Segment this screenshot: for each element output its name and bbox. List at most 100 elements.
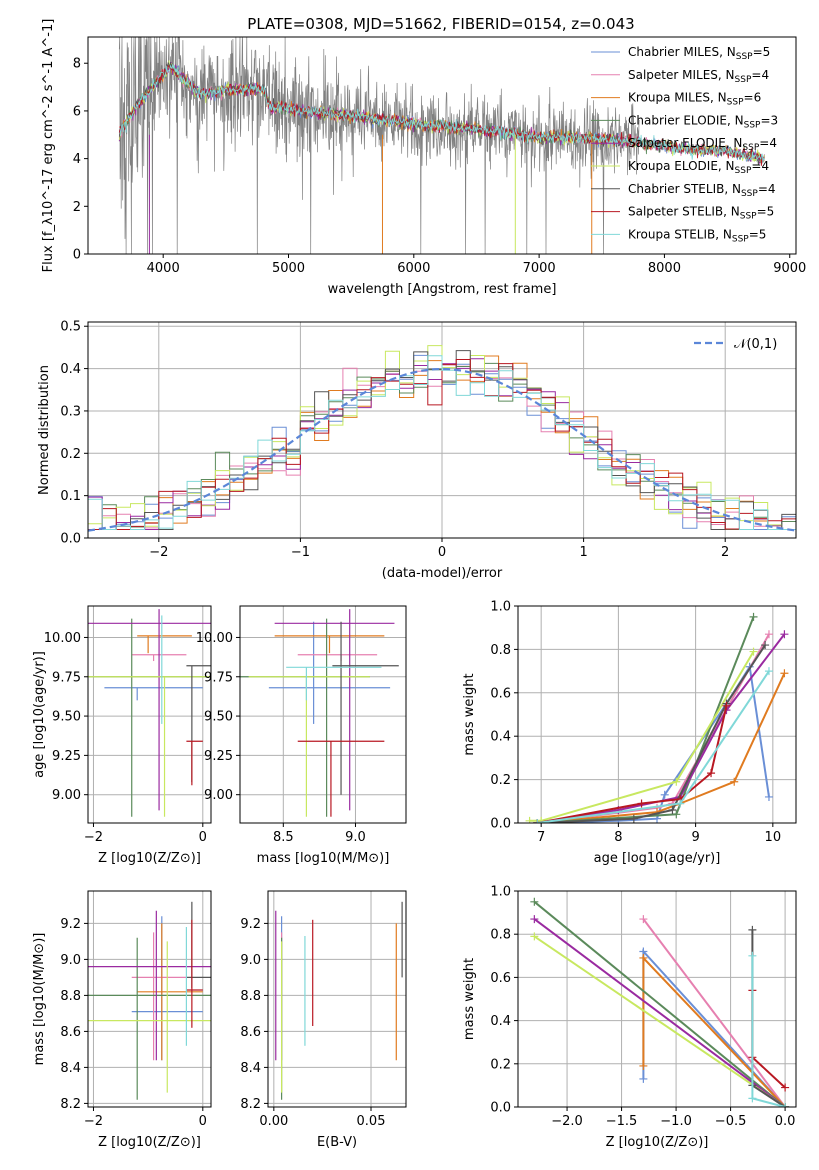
series-point-chabrier-stelib (761, 641, 770, 650)
y-tick-label: 0.1 (60, 489, 81, 504)
x-tick-label: −2 (84, 1114, 103, 1129)
legend-label-kroupa-stelib: Kroupa STELIB, NSSP=5 (628, 227, 766, 244)
legend-subscript: SSP (735, 75, 752, 85)
x-tick-label: −1.0 (660, 1114, 692, 1129)
series-point-kroupa-miles (780, 669, 789, 678)
x-tick-label: 1 (579, 545, 587, 560)
y-tick-label: 4 (73, 152, 81, 167)
plot-area-weight_vs_age (518, 606, 796, 823)
y-tick-label: 9.00 (204, 788, 233, 803)
y-tick-label: 8.6 (240, 1025, 261, 1040)
y-axis-label: Normed distribution (37, 365, 52, 495)
plot-area-age_vs_mass (240, 606, 406, 823)
legend-nssp-value: =5 (753, 45, 771, 59)
series-point-kroupa-stelib (764, 667, 773, 676)
series-point-chabrier-miles (660, 790, 669, 799)
series-point-kroupa-elodie (749, 647, 758, 656)
series-point-kroupa-miles (730, 777, 739, 786)
legend-subscript: SSP (744, 120, 761, 130)
y-tick-label: 9.25 (204, 749, 233, 764)
y-tick-label: 9.50 (204, 710, 233, 725)
model-line-kroupa-stelib (119, 64, 765, 164)
panel-residuals: 𝒩(0,1) −2 −1 0 1 2 0.0 0.1 0.2 0.3 0.4 0.5 (data-mod… (37, 320, 797, 581)
series-point-chabrier-miles (639, 1074, 648, 1083)
legend-subscript: SSP (741, 189, 758, 199)
x-tick-label: −1 (291, 545, 310, 560)
y-tick-label: 0.4 (60, 362, 81, 377)
legend-label-kroupa-miles: Kroupa MILES, NSSP=6 (628, 91, 761, 108)
legend-nssp-value: =4 (751, 159, 769, 173)
y-tick-label: 0.0 (490, 817, 511, 832)
x-axis-label: mass [log10(M/M⊙)] (257, 851, 390, 866)
plot-area-mass_vs_ebv (268, 891, 406, 1107)
axes-frame (87, 890, 212, 1108)
series-point-kroupa-stelib (781, 1103, 790, 1107)
x-axis-label: Z [log10(Z/Z⊙)] (606, 1135, 709, 1150)
x-tick-label: 9 (691, 830, 699, 845)
x-axis-label: age [log10(age/yr)] (594, 851, 721, 866)
axes-frame (517, 890, 797, 1108)
x-axis-label: Z [log10(Z/Z⊙)] (98, 851, 201, 866)
series-point-chabrier-elodie (672, 810, 681, 819)
legend-nssp-value: =5 (757, 205, 775, 219)
series-point-kroupa-miles (639, 953, 648, 962)
y-tick-label: 0.2 (490, 773, 511, 788)
panel-age_vs_mass: 8.5 9.0 9.00 9.25 9.50 9.75 10.00 mass [log10(M… (196, 605, 407, 866)
axes-frame (87, 605, 212, 824)
series-line-chabrier-stelib (537, 644, 766, 823)
y-tick-label: 8.4 (60, 1061, 81, 1076)
y-tick-label: 9.50 (52, 710, 81, 725)
x-tick-label: 0.0 (775, 1114, 796, 1129)
series-line-salpeter-stelib (751, 990, 786, 1089)
y-tick-label: 0.2 (490, 1057, 511, 1072)
series-point-chabrier-elodie (530, 897, 539, 906)
y-tick-label: 0.2 (60, 447, 81, 462)
x-tick-label: 10 (765, 830, 782, 845)
x-tick-label: 0 (199, 830, 207, 845)
x-tick-label: −0.5 (715, 1114, 747, 1129)
panel-spectrum: 4000 5000 6000 7000 8000 9000 0 2 4 6 8 wavelength … (41, 19, 806, 297)
histogram-salpeter-stelib (88, 359, 796, 530)
y-axis-label: Flux [f_λ10^-17 erg cm^-2 s^-1 A^-1] (41, 19, 56, 273)
legend-nssp-value: =3 (760, 113, 778, 127)
y-tick-label: 9.00 (52, 788, 81, 803)
x-tick-label: 6000 (397, 261, 430, 276)
legend-label-kroupa-elodie: Kroupa ELODIE, NSSP=4 (628, 159, 769, 176)
legend-label-salpeter-miles: Salpeter MILES, NSSP=4 (628, 68, 769, 85)
x-axis-label: (data-model)/error (382, 566, 503, 581)
x-tick-label: 0 (199, 1114, 207, 1129)
series-line-chabrier-elodie (533, 901, 786, 1107)
x-tick-label: 8 (614, 830, 622, 845)
panel-mass_vs_ebv: 0.00 0.05 8.2 8.4 8.6 8.8 9.0 9.2 E(B-V) (240, 890, 407, 1150)
legend-subscript: SSP (742, 143, 759, 153)
y-tick-label: 10.00 (196, 631, 233, 646)
panels-group: 4000 5000 6000 7000 8000 900002468wavelength … (32, 19, 806, 1150)
series-point-chabrier-stelib (629, 814, 638, 823)
y-tick-label: 9.75 (204, 670, 233, 685)
series-point-salpeter-miles (639, 915, 648, 924)
plot-area-mass_vs_Z (88, 891, 211, 1107)
y-tick-label: 0.3 (60, 404, 81, 419)
y-tick-label: 10.00 (44, 631, 81, 646)
series-point-chabrier-stelib (748, 925, 757, 934)
legend-subscript: SSP (736, 52, 753, 62)
legend-label-chabrier-stelib: Chabrier STELIB, NSSP=4 (628, 182, 776, 199)
series-line-salpeter-miles (537, 633, 770, 823)
x-tick-label: 7 (537, 830, 545, 845)
series-point-salpeter-stelib (722, 701, 731, 710)
x-tick-label: 0.05 (357, 1114, 386, 1129)
series-point-kroupa-miles (639, 1061, 648, 1070)
y-tick-label: 0.0 (490, 1101, 511, 1116)
x-tick-label: 8.5 (273, 830, 294, 845)
x-tick-label: 7000 (523, 261, 556, 276)
legend-label-salpeter-elodie: Salpeter ELODIE, NSSP=4 (628, 136, 777, 153)
series-line-kroupa-elodie (533, 935, 786, 1107)
series-point-chabrier-miles (764, 792, 773, 801)
series-point-kroupa-elodie (672, 777, 681, 786)
y-tick-label: 2 (73, 200, 81, 215)
series-point-kroupa-stelib (533, 819, 542, 823)
x-tick-label: 4000 (147, 261, 180, 276)
series-point-salpeter-stelib (707, 769, 716, 778)
axes-frame (267, 890, 407, 1108)
y-tick-label: 8.6 (60, 1025, 81, 1040)
